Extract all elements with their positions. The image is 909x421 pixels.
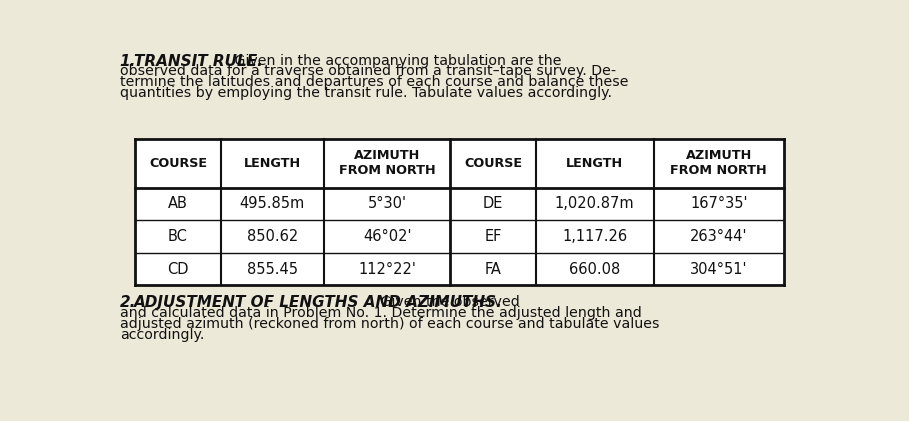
Text: AZIMUTH
FROM NORTH: AZIMUTH FROM NORTH (339, 149, 435, 177)
Text: Given in the accompanying tabulation are the: Given in the accompanying tabulation are… (230, 53, 562, 68)
Text: LENGTH: LENGTH (566, 157, 624, 170)
Text: 1.: 1. (120, 53, 136, 69)
Text: observed data for a traverse obtained from a transit–tape survey. De-: observed data for a traverse obtained fr… (120, 64, 616, 78)
Text: 855.45: 855.45 (246, 261, 298, 277)
Text: 167°35': 167°35' (690, 196, 747, 211)
Text: 660.08: 660.08 (569, 261, 620, 277)
Text: ADJUSTMENT OF LENGTHS AND AZIMUTHS.: ADJUSTMENT OF LENGTHS AND AZIMUTHS. (134, 296, 503, 310)
Text: 495.85m: 495.85m (240, 196, 305, 211)
Text: 5°30': 5°30' (367, 196, 406, 211)
Text: 46°02': 46°02' (363, 229, 412, 244)
Text: TRANSIT RULE.: TRANSIT RULE. (134, 53, 263, 69)
Text: COURSE: COURSE (149, 157, 207, 170)
Text: BC: BC (168, 229, 188, 244)
Text: 850.62: 850.62 (246, 229, 298, 244)
Text: AZIMUTH
FROM NORTH: AZIMUTH FROM NORTH (671, 149, 767, 177)
Text: 263°44': 263°44' (690, 229, 747, 244)
Text: LENGTH: LENGTH (244, 157, 301, 170)
Text: Given the observed: Given the observed (375, 296, 519, 309)
Text: DE: DE (483, 196, 504, 211)
Text: EF: EF (484, 229, 502, 244)
Text: and calculated data in Problem No. 1. Determine the adjusted length and: and calculated data in Problem No. 1. De… (120, 306, 642, 320)
Text: FA: FA (484, 261, 502, 277)
Text: 2.: 2. (120, 296, 136, 310)
Text: adjusted azimuth (reckoned from north) of each course and tabulate values: adjusted azimuth (reckoned from north) o… (120, 317, 659, 331)
Text: AB: AB (168, 196, 188, 211)
Text: COURSE: COURSE (464, 157, 522, 170)
Text: 1,117.26: 1,117.26 (562, 229, 627, 244)
Text: quantities by employing the transit rule. Tabulate values accordingly.: quantities by employing the transit rule… (120, 86, 612, 100)
Text: accordingly.: accordingly. (120, 328, 205, 342)
Text: 112°22': 112°22' (358, 261, 416, 277)
Text: CD: CD (167, 261, 189, 277)
Text: 1,020.87m: 1,020.87m (554, 196, 634, 211)
Text: termine the latitudes and departures of each course and balance these: termine the latitudes and departures of … (120, 75, 628, 89)
Text: 304°51': 304°51' (690, 261, 747, 277)
Bar (135, 139, 784, 285)
